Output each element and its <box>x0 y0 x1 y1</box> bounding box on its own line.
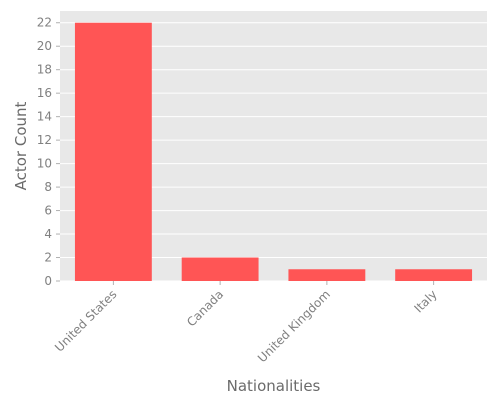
y-tick-label: 20 <box>37 39 52 53</box>
x-tick-label: United States <box>52 287 119 354</box>
y-tick-label: 4 <box>44 227 52 241</box>
y-axis-ticks: 0 2 4 6 8 10 12 14 16 18 20 22 <box>37 16 60 288</box>
y-tick-label: 2 <box>44 251 52 265</box>
y-tick-label: 0 <box>44 274 52 288</box>
x-axis-title: Nationalities <box>227 377 321 395</box>
bar <box>288 269 366 281</box>
y-tick-label: 16 <box>37 86 52 100</box>
bar <box>181 257 259 281</box>
y-axis-title: Actor Count <box>12 101 30 190</box>
y-tick-label: 8 <box>44 180 52 194</box>
y-tick-label: 6 <box>44 204 52 218</box>
y-tick-label: 10 <box>37 157 52 171</box>
y-tick-label: 12 <box>37 133 52 147</box>
x-axis-ticks: United States Canada United Kingdom Italy <box>52 281 440 365</box>
x-tick-label: Canada <box>184 287 226 329</box>
y-tick-label: 18 <box>37 63 52 77</box>
bar <box>395 269 473 281</box>
x-tick-label: United Kingdom <box>255 287 333 365</box>
x-tick-label: Italy <box>411 287 439 315</box>
bars <box>74 22 473 281</box>
y-tick-label: 22 <box>37 16 52 30</box>
bar <box>74 22 152 281</box>
y-tick-label: 14 <box>37 110 52 124</box>
